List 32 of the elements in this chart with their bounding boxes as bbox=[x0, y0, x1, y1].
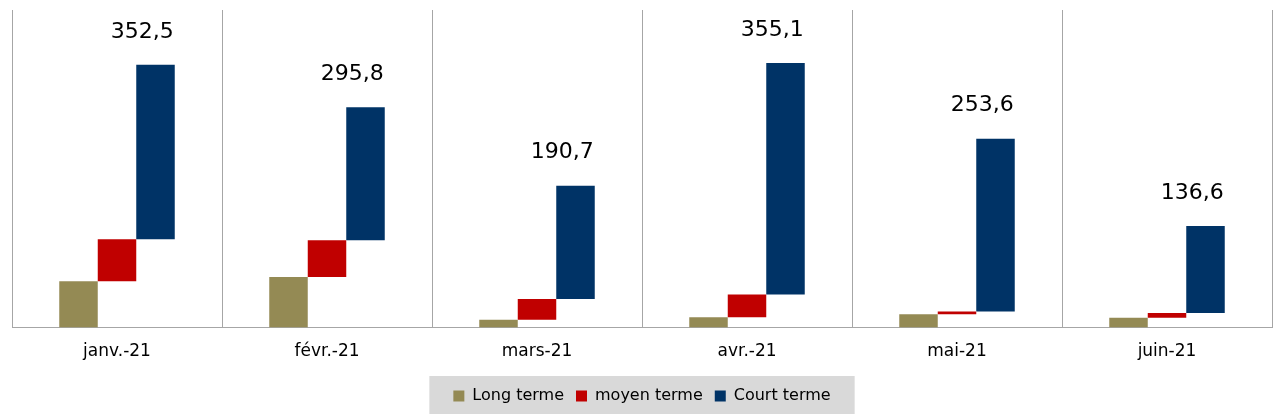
x-tick-label: mai-21 bbox=[927, 340, 987, 361]
x-tick-label: avr.-21 bbox=[717, 340, 777, 361]
bar bbox=[766, 62, 805, 295]
bar bbox=[517, 299, 557, 320]
x-tick-label: févr.-21 bbox=[294, 340, 360, 361]
legend-label: Court terme bbox=[733, 385, 831, 405]
bar bbox=[346, 107, 385, 241]
annotation: 253,6 bbox=[950, 91, 1014, 117]
x-tick-label: juin-21 bbox=[1136, 340, 1197, 361]
x-tick-label: janv.-21 bbox=[82, 340, 151, 361]
bar bbox=[136, 64, 175, 240]
bar bbox=[307, 240, 347, 278]
bar bbox=[899, 314, 938, 328]
text: 352,5 bbox=[110, 17, 174, 43]
bar bbox=[556, 185, 595, 300]
bar bbox=[727, 294, 767, 318]
bar bbox=[976, 138, 1015, 312]
bar bbox=[689, 317, 728, 328]
text: 355,1 bbox=[740, 15, 804, 41]
x-tick-label: mars-21 bbox=[501, 340, 573, 361]
legend-label: Long terme bbox=[472, 385, 565, 405]
annotation: 295,8 bbox=[320, 59, 384, 85]
bar bbox=[1109, 317, 1148, 328]
annotation: 136,6 bbox=[1160, 178, 1224, 204]
annotation: 190,7 bbox=[530, 138, 594, 164]
bar bbox=[59, 281, 98, 328]
bar bbox=[937, 311, 977, 315]
bar bbox=[1186, 225, 1225, 314]
bar bbox=[97, 239, 137, 282]
bar bbox=[269, 277, 308, 328]
bar bbox=[1147, 313, 1187, 318]
legend-label: moyen terme bbox=[595, 385, 703, 405]
